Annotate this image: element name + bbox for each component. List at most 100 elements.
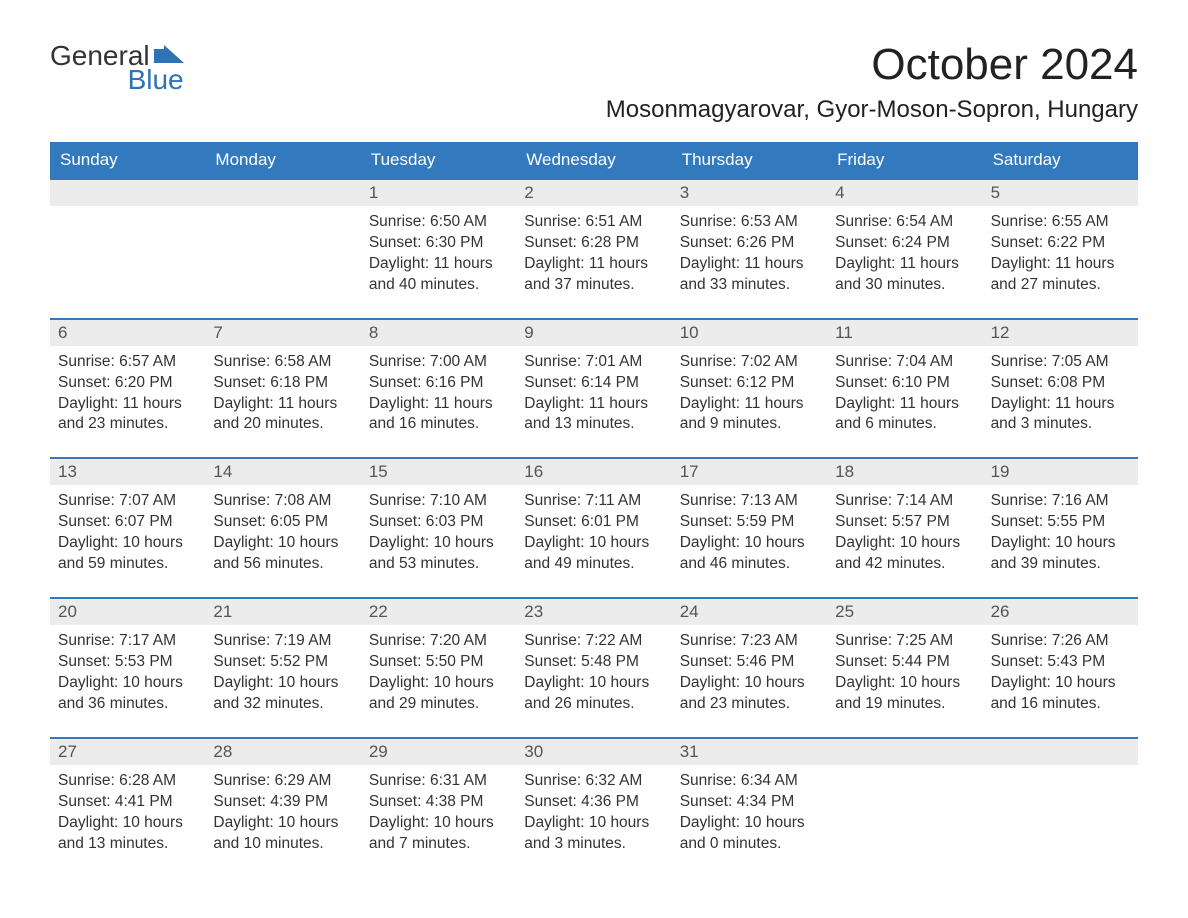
week-row: 6789101112 Sunrise: 6:57 AMSunset: 6:20 P… xyxy=(50,318,1138,458)
sunrise-text: Sunrise: 7:05 AM xyxy=(991,352,1130,373)
sunset-text: Sunset: 5:46 PM xyxy=(680,652,819,673)
sunset-text: Sunset: 4:34 PM xyxy=(680,792,819,813)
day-number: 6 xyxy=(50,320,205,346)
sunrise-text: Sunrise: 7:25 AM xyxy=(835,631,974,652)
sunset-text: Sunset: 6:12 PM xyxy=(680,373,819,394)
sunset-text: Sunset: 4:36 PM xyxy=(524,792,663,813)
sunset-text: Sunset: 6:07 PM xyxy=(58,512,197,533)
sunrise-text: Sunrise: 6:32 AM xyxy=(524,771,663,792)
day-number: 27 xyxy=(50,739,205,765)
sunrise-text: Sunrise: 7:14 AM xyxy=(835,491,974,512)
daylight-text: Daylight: 11 hours and 3 minutes. xyxy=(991,394,1130,436)
day-number: 26 xyxy=(983,599,1138,625)
sunset-text: Sunset: 5:48 PM xyxy=(524,652,663,673)
sunrise-text: Sunrise: 7:26 AM xyxy=(991,631,1130,652)
header: General Blue October 2024 Mosonmagyarova… xyxy=(50,40,1138,124)
day-number: 13 xyxy=(50,459,205,485)
daylight-text: Daylight: 11 hours and 30 minutes. xyxy=(835,254,974,296)
daylight-text: Daylight: 11 hours and 20 minutes. xyxy=(213,394,352,436)
day-cell: Sunrise: 7:10 AMSunset: 6:03 PMDaylight:… xyxy=(361,485,516,597)
sunset-text: Sunset: 6:26 PM xyxy=(680,233,819,254)
sunset-text: Sunset: 4:38 PM xyxy=(369,792,508,813)
sunrise-text: Sunrise: 7:10 AM xyxy=(369,491,508,512)
daylight-text: Daylight: 10 hours and 0 minutes. xyxy=(680,813,819,855)
day-number: 3 xyxy=(672,180,827,206)
day-number: 30 xyxy=(516,739,671,765)
daylight-text: Daylight: 10 hours and 49 minutes. xyxy=(524,533,663,575)
sunrise-text: Sunrise: 6:54 AM xyxy=(835,212,974,233)
sunrise-text: Sunrise: 7:22 AM xyxy=(524,631,663,652)
sunset-text: Sunset: 6:01 PM xyxy=(524,512,663,533)
day-number: 7 xyxy=(205,320,360,346)
day-cell: Sunrise: 6:54 AMSunset: 6:24 PMDaylight:… xyxy=(827,206,982,318)
day-number: 10 xyxy=(672,320,827,346)
sunset-text: Sunset: 6:28 PM xyxy=(524,233,663,254)
month-title: October 2024 xyxy=(606,40,1138,90)
daylight-text: Daylight: 10 hours and 7 minutes. xyxy=(369,813,508,855)
day-number: 11 xyxy=(827,320,982,346)
sunrise-text: Sunrise: 6:31 AM xyxy=(369,771,508,792)
sunrise-text: Sunrise: 6:55 AM xyxy=(991,212,1130,233)
daylight-text: Daylight: 10 hours and 56 minutes. xyxy=(213,533,352,575)
daylight-text: Daylight: 11 hours and 33 minutes. xyxy=(680,254,819,296)
daylight-text: Daylight: 10 hours and 26 minutes. xyxy=(524,673,663,715)
day-number: 23 xyxy=(516,599,671,625)
day-number: 9 xyxy=(516,320,671,346)
sunrise-text: Sunrise: 7:19 AM xyxy=(213,631,352,652)
day-number: 29 xyxy=(361,739,516,765)
sunset-text: Sunset: 6:10 PM xyxy=(835,373,974,394)
day-number: 4 xyxy=(827,180,982,206)
day-cell: Sunrise: 7:02 AMSunset: 6:12 PMDaylight:… xyxy=(672,346,827,458)
day-number xyxy=(50,180,205,206)
daylight-text: Daylight: 11 hours and 27 minutes. xyxy=(991,254,1130,296)
day-cell: Sunrise: 7:11 AMSunset: 6:01 PMDaylight:… xyxy=(516,485,671,597)
daylight-text: Daylight: 10 hours and 16 minutes. xyxy=(991,673,1130,715)
day-cell: Sunrise: 7:08 AMSunset: 6:05 PMDaylight:… xyxy=(205,485,360,597)
sunrise-text: Sunrise: 7:23 AM xyxy=(680,631,819,652)
day-cell: Sunrise: 6:51 AMSunset: 6:28 PMDaylight:… xyxy=(516,206,671,318)
day-number: 15 xyxy=(361,459,516,485)
weekday-header-row: SundayMondayTuesdayWednesdayThursdayFrid… xyxy=(50,142,1138,178)
day-number: 31 xyxy=(672,739,827,765)
sunrise-text: Sunrise: 6:28 AM xyxy=(58,771,197,792)
daylight-text: Daylight: 10 hours and 42 minutes. xyxy=(835,533,974,575)
logo: General Blue xyxy=(50,40,184,96)
day-cell: Sunrise: 7:16 AMSunset: 5:55 PMDaylight:… xyxy=(983,485,1138,597)
day-number: 21 xyxy=(205,599,360,625)
day-number: 5 xyxy=(983,180,1138,206)
day-number: 17 xyxy=(672,459,827,485)
day-cell xyxy=(205,206,360,318)
day-cell: Sunrise: 7:05 AMSunset: 6:08 PMDaylight:… xyxy=(983,346,1138,458)
day-cell: Sunrise: 7:26 AMSunset: 5:43 PMDaylight:… xyxy=(983,625,1138,737)
sunrise-text: Sunrise: 7:08 AM xyxy=(213,491,352,512)
day-cell: Sunrise: 7:14 AMSunset: 5:57 PMDaylight:… xyxy=(827,485,982,597)
daylight-text: Daylight: 11 hours and 6 minutes. xyxy=(835,394,974,436)
sunset-text: Sunset: 6:03 PM xyxy=(369,512,508,533)
sunrise-text: Sunrise: 7:16 AM xyxy=(991,491,1130,512)
day-cell: Sunrise: 7:19 AMSunset: 5:52 PMDaylight:… xyxy=(205,625,360,737)
day-number: 1 xyxy=(361,180,516,206)
day-number: 28 xyxy=(205,739,360,765)
sunset-text: Sunset: 6:22 PM xyxy=(991,233,1130,254)
day-cell xyxy=(827,765,982,877)
sunset-text: Sunset: 6:30 PM xyxy=(369,233,508,254)
sunrise-text: Sunrise: 7:13 AM xyxy=(680,491,819,512)
day-number: 14 xyxy=(205,459,360,485)
day-number: 12 xyxy=(983,320,1138,346)
week-row: 2728293031Sunrise: 6:28 AMSunset: 4:41 P… xyxy=(50,737,1138,877)
daylight-text: Daylight: 10 hours and 13 minutes. xyxy=(58,813,197,855)
week-row: 12345Sunrise: 6:50 AMSunset: 6:30 PMDayl… xyxy=(50,178,1138,318)
daylight-text: Daylight: 10 hours and 46 minutes. xyxy=(680,533,819,575)
day-number: 8 xyxy=(361,320,516,346)
daylight-text: Daylight: 11 hours and 40 minutes. xyxy=(369,254,508,296)
sunrise-text: Sunrise: 6:57 AM xyxy=(58,352,197,373)
weekday-wednesday: Wednesday xyxy=(516,142,671,178)
day-cell: Sunrise: 6:32 AMSunset: 4:36 PMDaylight:… xyxy=(516,765,671,877)
daylight-text: Daylight: 10 hours and 59 minutes. xyxy=(58,533,197,575)
weekday-tuesday: Tuesday xyxy=(361,142,516,178)
sunset-text: Sunset: 5:55 PM xyxy=(991,512,1130,533)
day-cell: Sunrise: 6:57 AMSunset: 6:20 PMDaylight:… xyxy=(50,346,205,458)
day-cell: Sunrise: 7:13 AMSunset: 5:59 PMDaylight:… xyxy=(672,485,827,597)
sunset-text: Sunset: 6:05 PM xyxy=(213,512,352,533)
day-cell xyxy=(50,206,205,318)
